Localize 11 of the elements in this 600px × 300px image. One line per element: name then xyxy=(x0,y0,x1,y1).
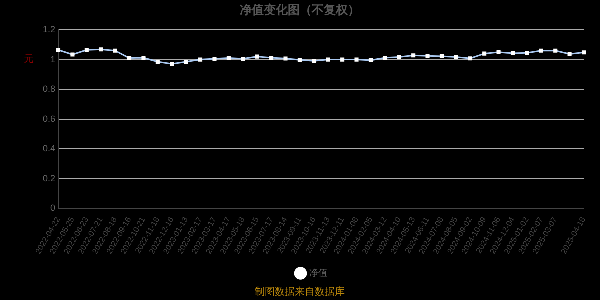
chart-title: 净值变化图（不复权） xyxy=(239,2,361,19)
y-tick-label: 1.2 xyxy=(42,24,56,34)
y-tick-label: 0.8 xyxy=(42,84,56,94)
legend-label: 净值 xyxy=(309,268,328,278)
y-tick-label: 0.4 xyxy=(42,144,56,154)
y-tick-label: 0 xyxy=(50,203,56,214)
y-tick-label: 0.2 xyxy=(42,173,56,184)
y-tick-label: 0.6 xyxy=(42,114,56,124)
text: 制图数据来自数据库 xyxy=(254,286,346,299)
y-axis-title: 元 xyxy=(24,53,34,66)
y-tick-label: 1 xyxy=(50,54,56,64)
